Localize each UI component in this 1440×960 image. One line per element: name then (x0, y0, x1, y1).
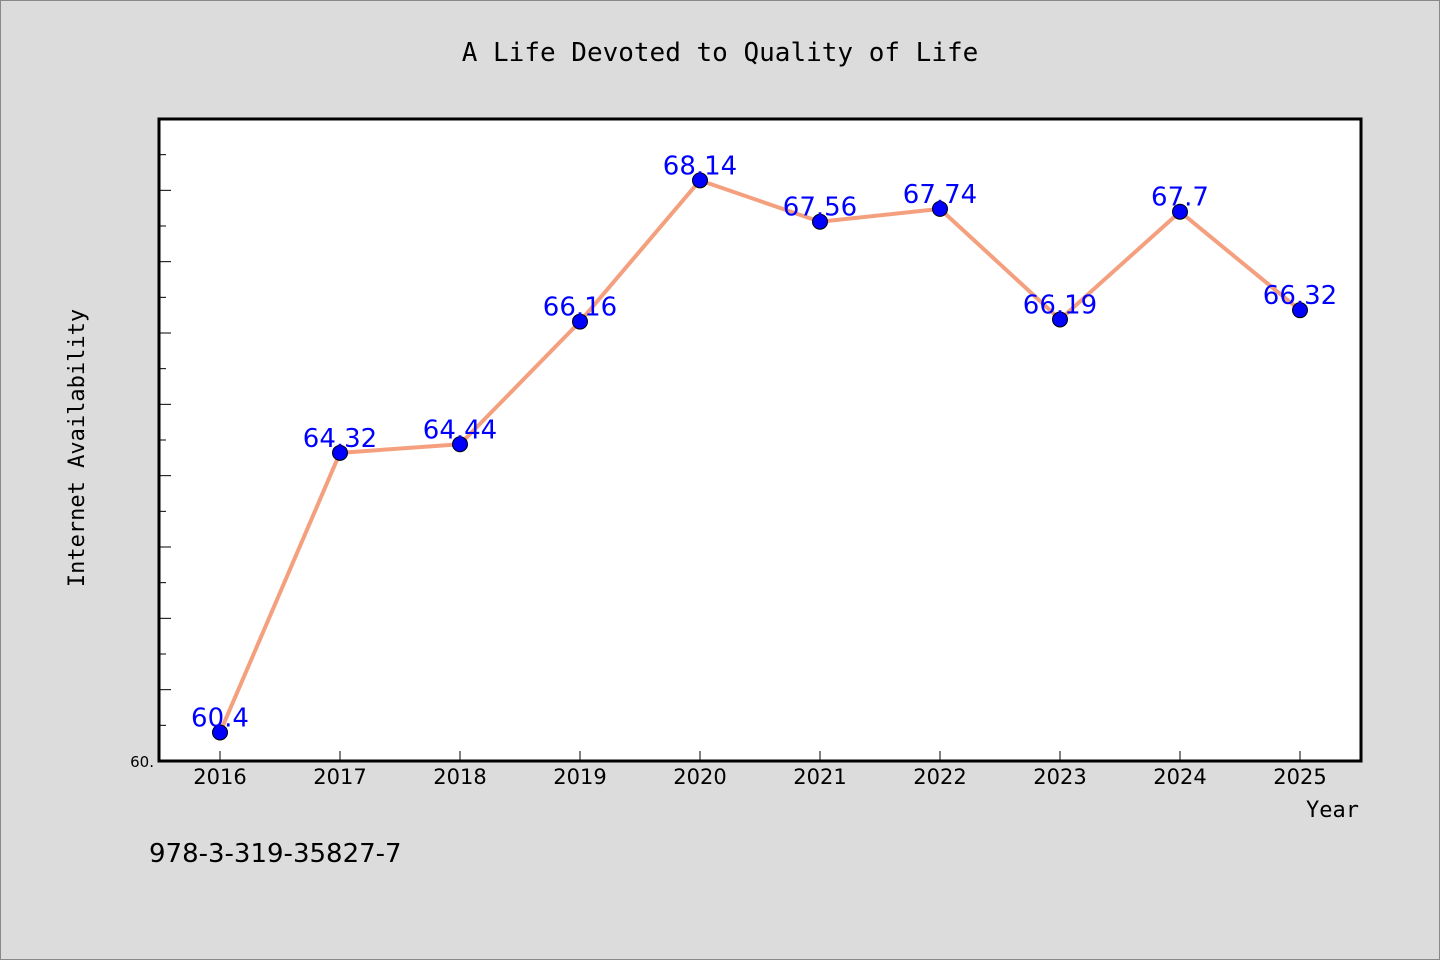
series-points-group (212, 172, 1308, 741)
x-tick-label: 2021 (793, 765, 846, 789)
data-point (1172, 203, 1188, 220)
y-axis-tick-label: 60. (130, 753, 154, 771)
data-label: 64.44 (423, 415, 497, 445)
x-tick-label: 2018 (433, 765, 486, 789)
data-point (452, 436, 468, 453)
x-tick-label: 2020 (673, 765, 726, 789)
series-line-group (218, 178, 1302, 735)
series-labels-group: 60.4 64.32 64.44 66.16 68.14 67.56 67.74 66.19 6… (191, 151, 1337, 733)
x-tick-label: 2023 (1033, 765, 1086, 789)
y-axis-label: Internet Availability (65, 309, 90, 587)
x-axis-label: Year (1306, 798, 1359, 823)
data-label: 68.14 (663, 151, 737, 181)
data-point (1292, 302, 1308, 319)
data-label: 67.56 (783, 193, 857, 223)
x-tick-label: 2024 (1153, 765, 1206, 789)
x-tick-label: 2016 (193, 765, 246, 789)
plot-area (157, 117, 1363, 763)
data-point (572, 313, 588, 330)
chart-title: A Life Devoted to Quality of Life (462, 38, 979, 68)
data-label: 64.32 (303, 424, 377, 454)
data-point (812, 213, 828, 230)
x-tick-label: 2022 (913, 765, 966, 789)
data-label: 67.74 (903, 180, 977, 210)
data-point (332, 444, 348, 461)
x-tick-label: 2017 (313, 765, 366, 789)
data-label: 66.32 (1263, 281, 1337, 311)
y-axis-ticks (159, 154, 171, 726)
x-tick-label: 2019 (553, 765, 606, 789)
data-label: 66.16 (543, 293, 617, 323)
data-label: 66.19 (1023, 290, 1097, 320)
x-axis-ticks: 2016 2017 2018 2019 2020 2021 2022 2023 2024 2025 (193, 751, 1327, 789)
data-point (1052, 311, 1068, 328)
data-point (212, 724, 228, 741)
data-label: 67.7 (1151, 183, 1209, 213)
isbn-text: 978-3-319-35827-7 (149, 839, 402, 869)
data-point (692, 172, 708, 189)
data-point (932, 200, 948, 217)
x-tick-label: 2025 (1273, 765, 1326, 789)
data-label: 60.4 (191, 703, 249, 733)
series-line (218, 178, 1302, 735)
